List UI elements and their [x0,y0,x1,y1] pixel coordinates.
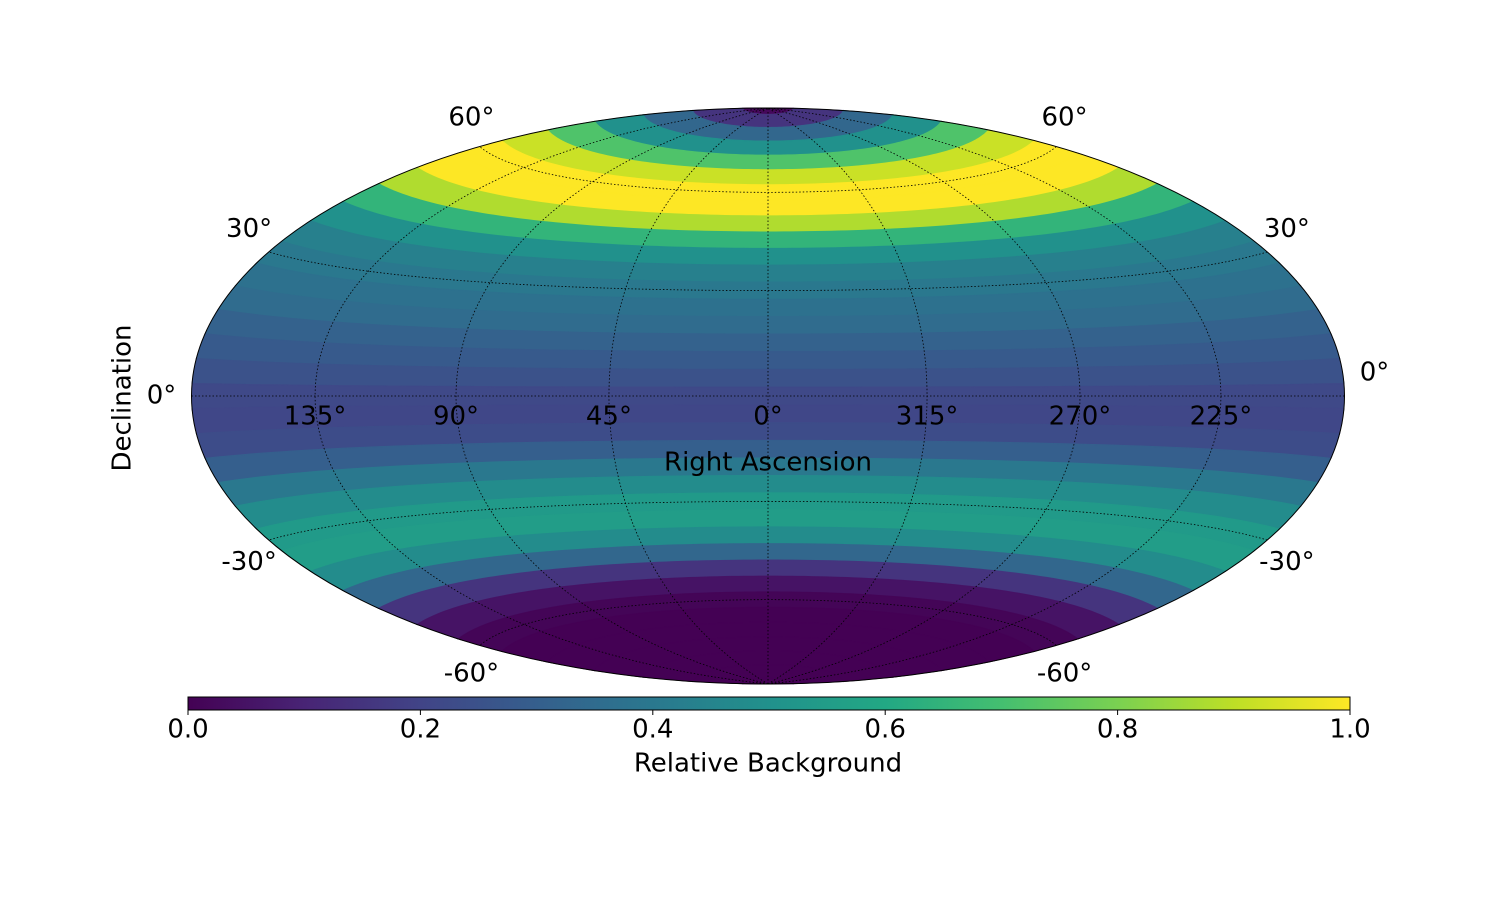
colorbar-tick-label: 1.0 [1329,715,1370,745]
y-axis-label: Declination [108,325,138,472]
y-tick-label: -60° [444,659,499,689]
x-tick-label: 135° [284,402,347,432]
colorbar-label: Relative Background [634,749,902,779]
background-band [742,677,794,685]
meridian-grid-line [455,107,769,685]
y-tick-label: 0° [147,381,177,411]
grid [191,107,1345,685]
colorbar-tick-label: 0.4 [632,715,673,745]
colorbar-tick-label: 0.2 [400,715,441,745]
y-tick-label: -30° [1259,547,1314,577]
colorbar-tick-label: 0.6 [865,715,906,745]
y-tick-label: -30° [221,547,276,577]
parallel-grid-line [479,146,1057,193]
colorbar-tick-label: 0.8 [1097,715,1138,745]
y-tick-label: 30° [226,214,272,244]
x-tick-label: 90° [433,402,479,432]
parallel-grid-line [479,599,1057,646]
map-boundary [191,107,1345,685]
x-tick-label: 225° [1190,402,1253,432]
y-tick-label: 0° [1360,358,1390,388]
x-tick-label: 315° [896,402,959,432]
x-axis-label: Right Ascension [664,448,872,478]
meridian-grid-line [314,107,769,685]
x-tick-label: 270° [1049,402,1112,432]
parallel-grid-line [268,251,1268,291]
x-tick-label: 45° [586,402,632,432]
colorbar-tick-label: 0.0 [167,715,208,745]
parallel-grid-line [268,501,1268,541]
y-tick-label: 60° [1042,102,1088,132]
colorbar [187,696,1351,711]
y-tick-label: 30° [1264,214,1310,244]
y-tick-label: -60° [1037,659,1092,689]
map-bands [191,107,1345,685]
y-tick-label: 60° [448,102,494,132]
x-tick-label: 0° [753,402,783,432]
